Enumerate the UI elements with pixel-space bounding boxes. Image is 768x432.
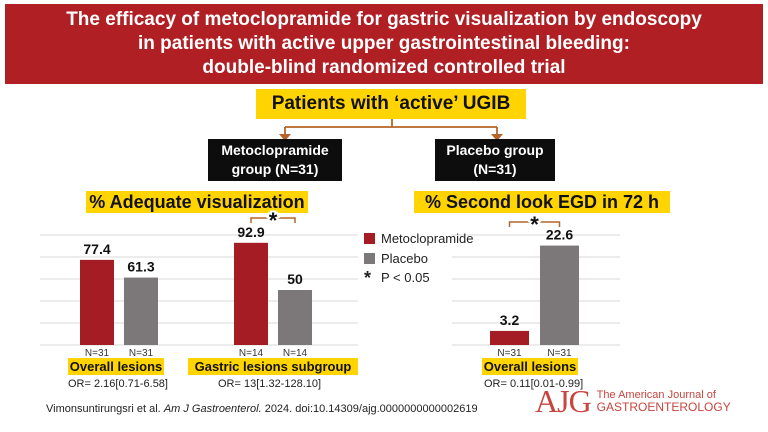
n-label: N=14 bbox=[239, 348, 264, 359]
legend-label-significance: P < 0.05 bbox=[381, 270, 430, 285]
n-label: N=31 bbox=[85, 348, 110, 359]
citation-authors: Vimonsuntirungsri et al. bbox=[46, 403, 164, 415]
n-label: N=31 bbox=[129, 348, 154, 359]
category-label-overall-lesions-text: Overall lesions bbox=[69, 359, 163, 374]
citation-doi: 2024. doi:10.14309/ajg.0000000000002619 bbox=[261, 403, 478, 415]
journal-name: The American Journal of GASTROENTEROLOGY bbox=[597, 389, 731, 413]
journal-logo: AJG The American Journal of GASTROENTERO… bbox=[535, 385, 731, 417]
data-label: 61.3 bbox=[127, 259, 154, 275]
significance-bracket bbox=[508, 221, 561, 227]
bar-metoclopramide bbox=[490, 330, 529, 345]
adequate-visualization-title: % Adequate visualization bbox=[86, 191, 308, 213]
placebo-group-label: Placebo group (N=31) bbox=[446, 142, 544, 177]
citation-journal: Am J Gastroenterol. bbox=[163, 403, 262, 415]
significance-asterisk: * bbox=[530, 212, 539, 237]
patients-box: Patients with ‘active’ UGIB bbox=[256, 89, 526, 119]
n-label: N=14 bbox=[283, 348, 308, 359]
arrowhead-right bbox=[491, 134, 503, 141]
journal-name-line1: The American Journal of bbox=[596, 389, 716, 401]
bar-metoclopramide bbox=[234, 242, 268, 345]
odds-ratio-second-look: OR= 0.11[0.01-0.99] bbox=[484, 378, 584, 390]
significance-asterisk: * bbox=[269, 208, 278, 233]
bar-metoclopramide bbox=[80, 259, 114, 345]
legend-item-metoclopramide: Metoclopramide bbox=[364, 231, 474, 246]
category-label-gastric-lesions-text: Gastric lesions subgroup bbox=[194, 359, 352, 374]
category-label-second-look-text: Overall lesions bbox=[483, 359, 577, 374]
placebo-group-box: Placebo group (N=31) bbox=[435, 139, 555, 181]
data-label: 3.2 bbox=[500, 312, 520, 328]
significance-bracket bbox=[250, 217, 296, 223]
asterisk-icon: * bbox=[364, 267, 372, 288]
odds-ratio-overall: OR= 2.16[0.71-6.58] bbox=[68, 378, 168, 390]
title-banner: The efficacy of metoclopramide for gastr… bbox=[5, 4, 763, 84]
legend-item-significance: * P < 0.05 bbox=[364, 267, 474, 288]
bar-placebo bbox=[540, 245, 579, 345]
category-label-overall-lesions: Overall lesions bbox=[68, 358, 164, 375]
data-label: 22.6 bbox=[546, 227, 573, 243]
legend-label-placebo: Placebo bbox=[381, 251, 428, 266]
data-label: 50 bbox=[287, 271, 303, 287]
legend-swatch-metoclopramide bbox=[364, 233, 375, 244]
data-label: 92.9 bbox=[237, 224, 264, 240]
odds-ratio-gastric: OR= 13[1.32-128.10] bbox=[218, 378, 322, 390]
legend-swatch-placebo bbox=[364, 253, 375, 264]
category-label-gastric-lesions: Gastric lesions subgroup bbox=[188, 358, 358, 375]
second-look-title-text: % Second look EGD in 72 h bbox=[424, 191, 660, 212]
title-text: The efficacy of metoclopramide for gastr… bbox=[66, 9, 702, 78]
ajg-logo-mark: AJG bbox=[535, 383, 592, 419]
metoclopramide-group-label: Metoclopramide group (N=31) bbox=[221, 142, 329, 177]
bar-placebo bbox=[124, 277, 158, 345]
legend: Metoclopramide Placebo * P < 0.05 bbox=[364, 231, 474, 288]
bar-placebo bbox=[278, 290, 312, 345]
citation: Vimonsuntirungsri et al. Am J Gastroente… bbox=[46, 403, 478, 415]
n-label: N=31 bbox=[497, 348, 522, 359]
arrowhead-left bbox=[279, 134, 291, 141]
adequate-visualization-title-text: % Adequate visualization bbox=[89, 191, 305, 212]
legend-label-metoclopramide: Metoclopramide bbox=[381, 231, 474, 246]
journal-name-line2: GASTROENTEROLOGY bbox=[596, 400, 731, 414]
legend-item-placebo: Placebo bbox=[364, 251, 474, 266]
n-label: N=31 bbox=[547, 348, 572, 359]
patients-label: Patients with ‘active’ UGIB bbox=[271, 93, 511, 114]
data-label: 77.4 bbox=[83, 241, 110, 257]
metoclopramide-group-box: Metoclopramide group (N=31) bbox=[208, 139, 342, 181]
second-look-title: % Second look EGD in 72 h bbox=[414, 191, 670, 213]
category-label-second-look: Overall lesions bbox=[482, 358, 578, 375]
